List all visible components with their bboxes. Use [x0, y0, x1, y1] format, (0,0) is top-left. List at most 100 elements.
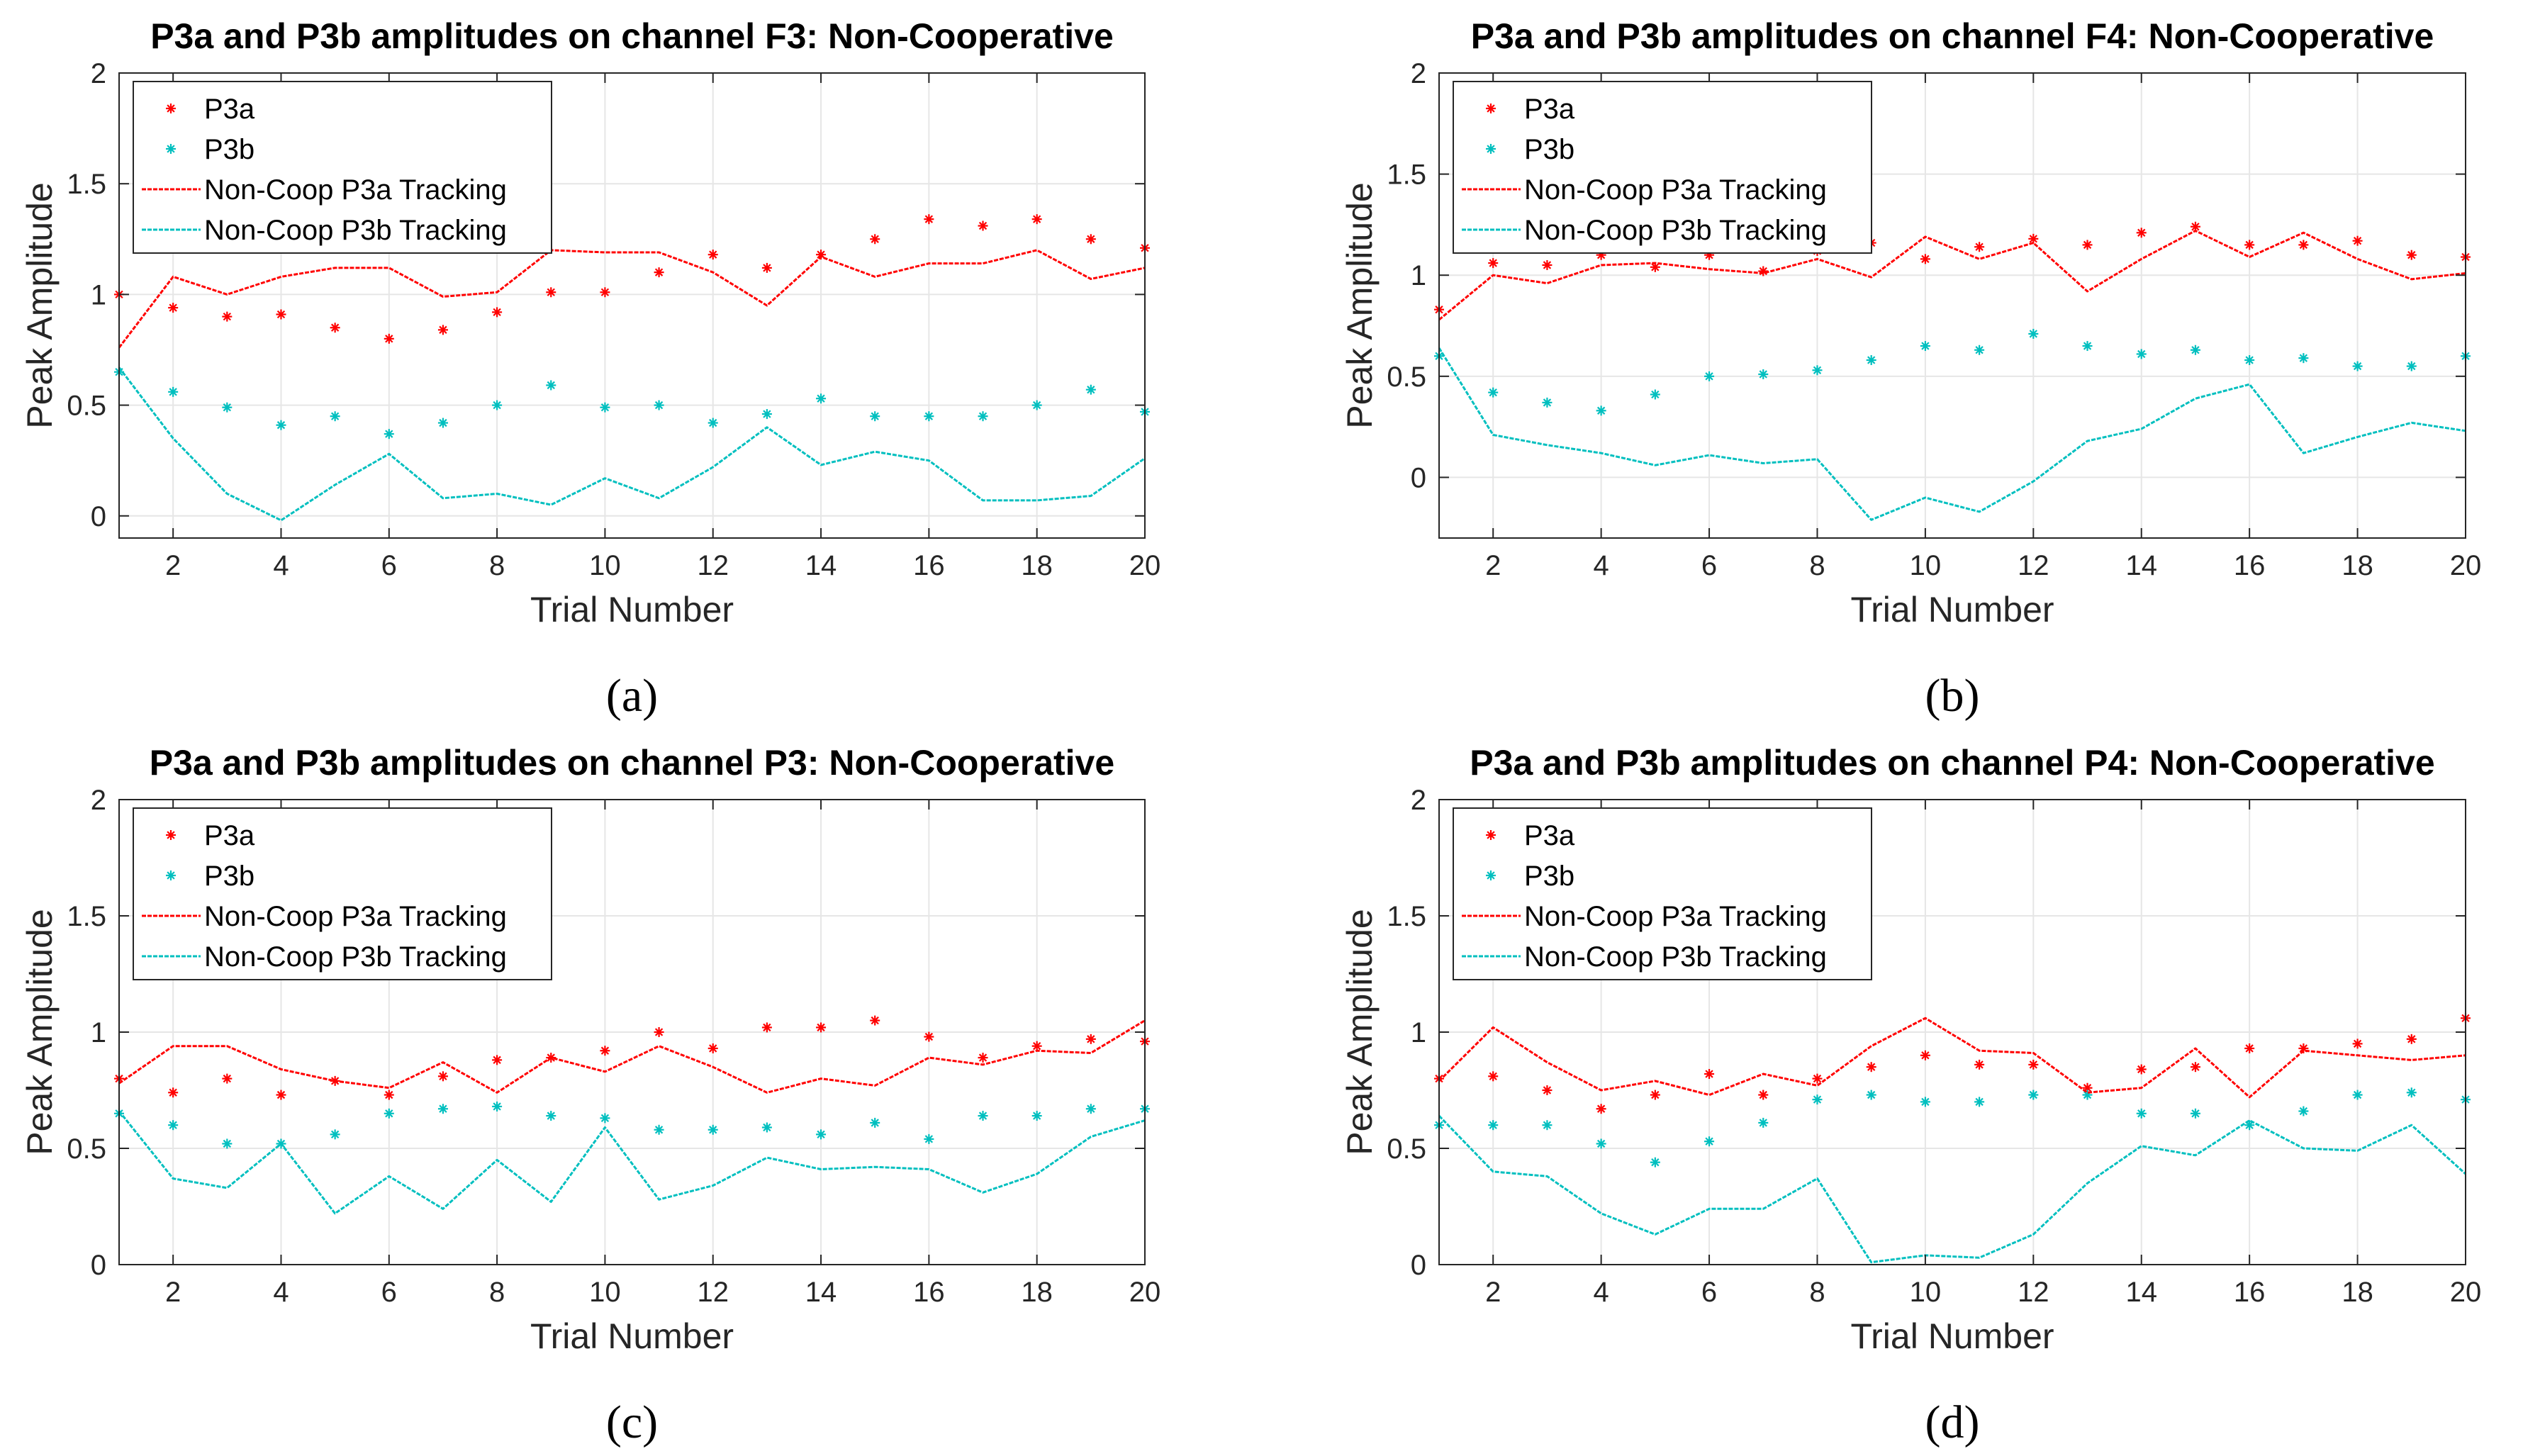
x-tick-label: 16 — [913, 1277, 945, 1308]
data-point — [2190, 1062, 2200, 1073]
legend-box — [133, 807, 552, 980]
data-point — [2136, 1064, 2147, 1075]
legend-entry-label: Non-Coop P3a Tracking — [1524, 901, 1827, 932]
data-point — [2244, 1043, 2255, 1053]
x-tick-label: 2 — [1485, 1277, 1501, 1308]
legend-entry-label: Non-Coop P3b Tracking — [204, 941, 507, 973]
data-point — [330, 1129, 340, 1140]
legend: P3a P3b Non-Coop P3a Tracking Non-Coop P3b … — [133, 807, 552, 980]
data-point — [761, 1022, 772, 1033]
legend-marker-swatch — [1486, 870, 1496, 880]
y-tick-label: 1.5 — [67, 169, 106, 200]
data-point — [1974, 1059, 1985, 1070]
x-tick-label: 6 — [1701, 550, 1717, 581]
data-point — [761, 409, 772, 420]
data-point — [707, 1124, 718, 1135]
y-tick-label: 0.5 — [67, 391, 106, 422]
data-point — [1650, 1157, 1660, 1167]
legend: P3a P3b Non-Coop P3a Tracking Non-Coop P3b … — [1453, 807, 1872, 980]
legend-entry-label: Non-Coop P3b Tracking — [1524, 215, 1827, 246]
y-tick-label: 2 — [91, 785, 106, 816]
x-tick-label: 6 — [1701, 1277, 1717, 1308]
x-tick-label: 4 — [1594, 550, 1609, 581]
data-point — [1812, 1094, 1823, 1105]
y-tick-label: 0 — [1411, 462, 1426, 493]
x-tick-label: 4 — [1594, 1277, 1609, 1308]
panel-title: P3a and P3b amplitudes on channel F3: No… — [150, 16, 1114, 56]
data-point — [2190, 1108, 2200, 1119]
data-point — [384, 1108, 394, 1119]
data-point — [654, 400, 664, 410]
data-point — [2352, 361, 2363, 371]
data-point — [1920, 341, 1930, 352]
data-point — [2136, 1108, 2147, 1119]
data-point — [437, 325, 448, 335]
series-line-3 — [1438, 1017, 2466, 1099]
x-tick-label: 18 — [1021, 550, 1053, 581]
data-point — [276, 420, 286, 430]
y-axis-label: Peak Amplitude — [1340, 909, 1380, 1155]
chart-panel-1: 2 4 6 8 10 12 14 16 18 20 0 0.5 1 1.5 2 P3a and P3b amp… — [20, 16, 1160, 722]
x-tick-label: 14 — [2125, 550, 2157, 581]
data-point — [1596, 1138, 1606, 1149]
y-tick-label: 1 — [1411, 260, 1426, 291]
x-tick-label: 16 — [913, 550, 945, 581]
x-tick-label: 10 — [1910, 1277, 1942, 1308]
data-point — [2406, 1034, 2417, 1044]
legend-box — [1453, 807, 1872, 980]
axes-box — [118, 72, 1146, 539]
data-point — [1031, 1041, 1042, 1051]
data-point — [2352, 1090, 2363, 1100]
data-point — [1650, 389, 1660, 400]
data-point — [2244, 240, 2255, 250]
y-tick-label: 1 — [91, 279, 106, 310]
data-point — [437, 1104, 448, 1114]
data-point — [600, 1113, 610, 1124]
data-point — [384, 333, 394, 344]
data-point — [761, 1122, 772, 1133]
data-point — [1758, 1117, 1769, 1128]
data-point — [924, 1031, 934, 1042]
data-point — [1542, 1085, 1553, 1095]
data-point — [1031, 1111, 1042, 1121]
y-tick-label: 1 — [1411, 1017, 1426, 1048]
data-point — [2136, 349, 2147, 359]
data-point — [384, 429, 394, 439]
data-point — [1596, 1104, 1606, 1114]
legend-entry-label: P3a — [1524, 94, 1575, 125]
data-point — [924, 214, 934, 225]
data-point — [924, 1133, 934, 1144]
x-tick-label: 8 — [489, 550, 505, 581]
x-tick-label: 2 — [1485, 550, 1501, 581]
data-point — [222, 1138, 233, 1149]
y-tick-label: 0.5 — [1387, 362, 1426, 393]
legend-entry-label: Non-Coop P3a Tracking — [204, 174, 507, 206]
data-point — [546, 380, 556, 391]
data-point — [654, 1027, 664, 1037]
data-point — [437, 418, 448, 428]
legend-entry-label: P3b — [204, 134, 254, 165]
data-point — [492, 307, 503, 318]
data-point — [492, 400, 503, 410]
x-tick-label: 2 — [165, 1277, 181, 1308]
data-point — [276, 1090, 286, 1100]
x-tick-label: 8 — [489, 1277, 505, 1308]
data-point — [1085, 384, 1096, 395]
x-tick-label: 18 — [2342, 1277, 2373, 1308]
data-point — [978, 1053, 988, 1063]
data-point — [1974, 242, 1985, 252]
legend: P3a P3b Non-Coop P3a Tracking Non-Coop P3b … — [1453, 81, 1872, 254]
data-point — [1812, 1073, 1823, 1084]
y-tick-label: 1.5 — [67, 901, 106, 932]
data-point — [1866, 1090, 1876, 1100]
legend-entry-label: Non-Coop P3a Tracking — [1524, 174, 1827, 206]
data-point — [1974, 1097, 1985, 1107]
chart-panel-4: 2 4 6 8 10 12 14 16 18 20 0 0.5 1 1.5 2 P3a and P3b amp… — [1340, 743, 2481, 1448]
data-point — [1704, 1069, 1715, 1080]
data-point — [816, 1022, 827, 1033]
y-tick-label: 0 — [91, 1250, 106, 1281]
data-point — [1085, 234, 1096, 245]
legend-entry-label: Non-Coop P3a Tracking — [204, 901, 507, 932]
data-point — [222, 311, 233, 322]
legend-entry-label: P3b — [204, 861, 254, 892]
